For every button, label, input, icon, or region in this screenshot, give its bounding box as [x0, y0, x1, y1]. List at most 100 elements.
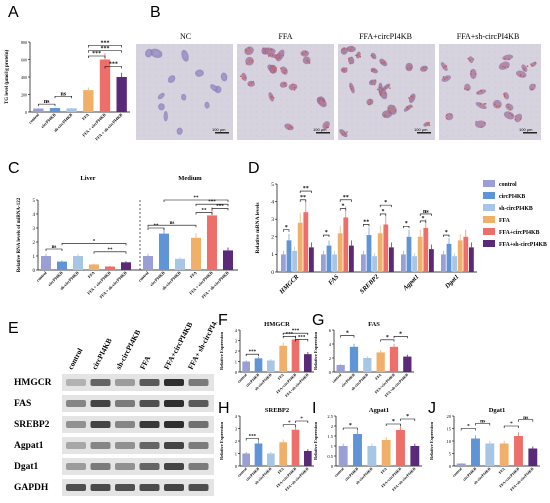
significance-bracket: [419, 213, 432, 216]
lipid-droplet: [393, 105, 395, 108]
significance-bracket: [195, 212, 213, 215]
wb-strip: [62, 458, 214, 475]
wb-strip: [62, 416, 214, 433]
lipid-droplet: [351, 46, 353, 48]
significance-label: ns: [480, 419, 485, 425]
bar: [389, 346, 399, 372]
significance-label: *: [445, 230, 448, 236]
significance-bracket: [518, 419, 534, 422]
y-tick-label: 0: [329, 370, 332, 375]
significance-label: ***: [101, 41, 110, 47]
lipid-droplet: [445, 114, 448, 116]
cell-nucleus: [477, 122, 483, 127]
bar: [514, 436, 523, 466]
significance-bracket: [45, 248, 63, 251]
significance-label: **: [202, 209, 208, 214]
lipid-droplet: [374, 79, 377, 81]
wb-band: [115, 421, 135, 428]
bar: [396, 430, 405, 466]
bar: [381, 440, 391, 466]
bar: [332, 254, 337, 272]
significance-label: *: [342, 204, 345, 210]
lipid-droplet: [343, 69, 346, 72]
bar: [410, 446, 420, 466]
lipid-droplet: [380, 62, 382, 64]
wb-band: [164, 379, 184, 386]
bar: [254, 443, 263, 466]
significance-label: *: [346, 331, 349, 337]
cell-nucleus: [270, 68, 274, 72]
lipid-droplet: [369, 99, 372, 101]
significance-label: **: [194, 196, 200, 201]
x-tick-label: FFA: [189, 270, 198, 279]
wb-band: [188, 400, 209, 407]
y-tick-label: 0: [235, 370, 238, 375]
bar: [279, 442, 287, 466]
wb-band: [90, 379, 111, 386]
wb-band: [66, 463, 86, 470]
lipid-droplet: [267, 48, 270, 50]
lipid-droplet: [406, 106, 408, 108]
bar: [57, 261, 67, 270]
significance-bracket: [38, 103, 56, 107]
lipid-droplet: [474, 73, 477, 75]
x-tick-label: FFA: [380, 467, 388, 475]
bar: [207, 215, 217, 270]
y-tick-label: 5: [271, 182, 274, 188]
significance-label: ***: [101, 46, 110, 52]
lipid-droplet: [370, 102, 372, 104]
lipid-droplet: [370, 80, 373, 83]
x-tick-label: control: [137, 270, 150, 283]
panel-label-b: B: [150, 4, 161, 21]
y-tick-label: 4: [235, 414, 238, 419]
bar: [326, 245, 332, 272]
cell-nucleus: [349, 58, 353, 63]
bar: [292, 250, 297, 272]
significance-bracket: [61, 243, 127, 246]
x-tick-label: control: [28, 112, 41, 125]
y-tick-label: 10: [447, 439, 452, 444]
significance-label: ns: [523, 415, 528, 421]
y-axis-label: TG level (μmol/g protein): [5, 50, 10, 105]
bar: [291, 339, 300, 372]
significance-label: *: [392, 419, 395, 425]
panel-label-i: I: [312, 400, 317, 417]
lipid-droplet: [341, 133, 344, 136]
lipid-droplet: [356, 54, 359, 56]
lipid-droplet: [427, 123, 429, 126]
lipid-droplet: [388, 107, 390, 110]
cell-nucleus: [447, 114, 452, 119]
lipid-droplet: [531, 88, 534, 91]
wb-band: [115, 442, 135, 449]
lipid-droplet: [267, 55, 270, 57]
cell-nucleus: [495, 102, 500, 107]
lipid-droplet: [507, 106, 510, 108]
x-tick-label: FFA+sh-circPI4KB: [285, 373, 310, 398]
bar: [417, 236, 423, 272]
significance-bracket: [460, 428, 476, 431]
lipid-droplet: [508, 58, 511, 61]
lipid-droplet: [373, 69, 376, 71]
significance-label: *: [510, 421, 513, 427]
lipid-droplet: [301, 52, 304, 55]
significance-label: *: [405, 221, 408, 227]
lipid-droplet: [355, 54, 357, 57]
panel-label-c: C: [8, 160, 20, 177]
legend-swatch: [483, 240, 495, 247]
cell-nucleus: [178, 129, 182, 133]
lipid-droplet: [293, 88, 296, 91]
lipid-droplet: [442, 76, 445, 78]
lipid-droplet: [273, 69, 275, 72]
bar: [471, 438, 480, 466]
wb-lane-label: circPI4KB: [90, 337, 114, 371]
lipid-droplet: [282, 54, 284, 57]
y-tick-label: 4: [329, 342, 332, 347]
legend-label: FFA+sh-circPI4KB: [499, 242, 547, 248]
significance-label: *: [349, 423, 352, 429]
significance-bracket: [163, 199, 229, 202]
micro-title-nc: NC: [179, 32, 192, 41]
panel-label-g: G: [312, 312, 325, 329]
significance-bracket: [340, 335, 355, 338]
y-tick-label: 800: [21, 40, 27, 45]
